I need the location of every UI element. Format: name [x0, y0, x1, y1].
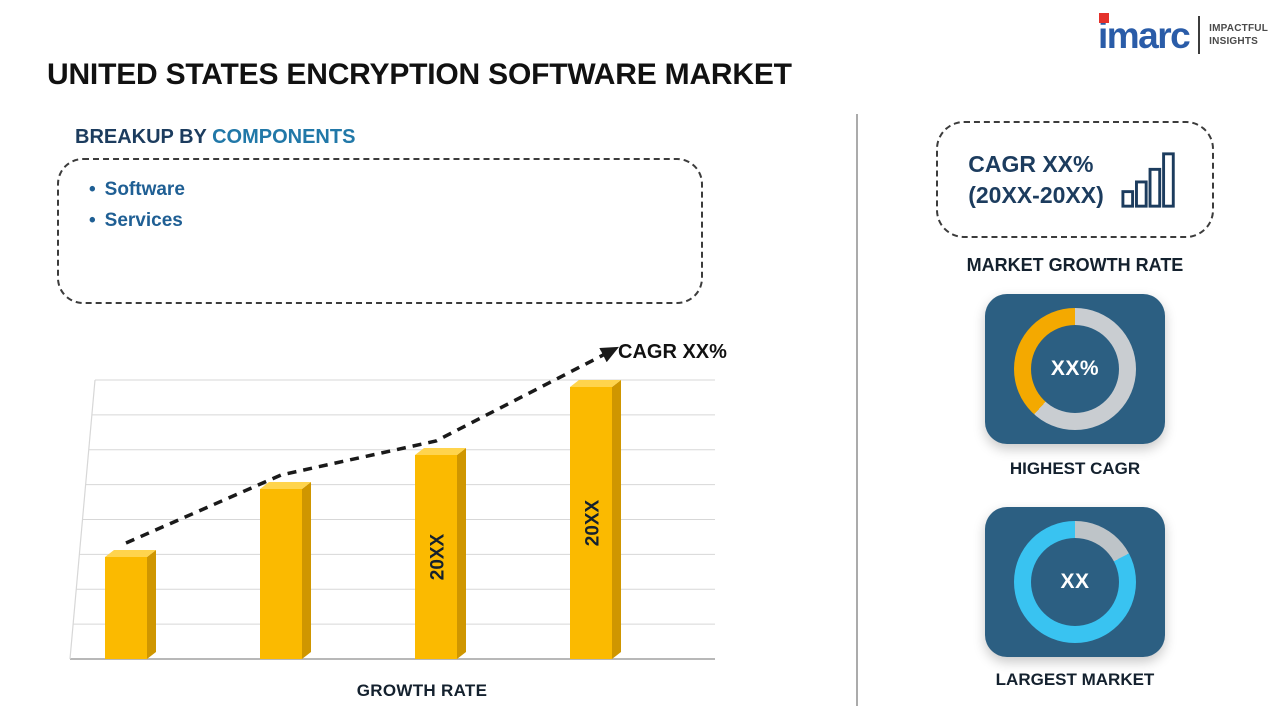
cagr-box-text: CAGR XX% (20XX-20XX)	[968, 149, 1104, 210]
cagr-trend-label: CAGR XX%	[618, 341, 727, 363]
largest-market-value: XX	[1060, 570, 1090, 593]
donut-hole	[1031, 325, 1119, 413]
components-box: Software Services	[57, 158, 703, 304]
cagr-box-line1: CAGR XX%	[968, 151, 1094, 178]
cagr-box-line2: (20XX-20XX)	[968, 181, 1104, 208]
breakup-heading-prefix: BREAKUP BY	[75, 126, 207, 148]
donut-hole	[1031, 538, 1119, 626]
highest-cagr-donut: XX%	[1014, 308, 1136, 430]
chart-x-axis-label: GROWTH RATE	[356, 681, 488, 700]
svg-text:20XX: 20XX	[583, 499, 604, 546]
chart-trend-arrow	[125, 346, 620, 545]
logo-tagline: IMPACTFUL INSIGHTS	[1209, 22, 1268, 49]
logo-tagline-line1: IMPACTFUL	[1209, 22, 1268, 34]
highest-cagr-card: XX%	[985, 294, 1165, 444]
breakup-heading-highlight: COMPONENTS	[212, 126, 356, 148]
cagr-box: CAGR XX% (20XX-20XX)	[936, 121, 1214, 238]
component-item-software: Software	[89, 174, 701, 205]
logo-tagline-line2: INSIGHTS	[1209, 36, 1258, 47]
largest-market-donut: XX	[1014, 521, 1136, 643]
vertical-divider	[856, 114, 858, 706]
largest-market-label: LARGEST MARKET	[995, 670, 1155, 689]
logo-red-flag-icon	[1098, 12, 1109, 23]
growth-bar-chart: 20XX 20XX	[69, 346, 715, 660]
largest-market-card: XX	[985, 507, 1165, 657]
market-growth-rate-label: MARKET GROWTH RATE	[966, 255, 1184, 275]
breakup-heading: BREAKUP BY COMPONENTS	[75, 126, 355, 149]
component-item-services: Services	[89, 205, 701, 236]
chart-bars: 20XX 20XX	[105, 380, 621, 659]
imarc-logo-text: imarc	[1097, 12, 1191, 56]
logo-divider	[1198, 16, 1201, 54]
page-title: UNITED STATES ENCRYPTION SOFTWARE MARKET	[47, 58, 792, 91]
imarc-logo: imarc IMPACTFUL INSIGHTS	[1097, 12, 1268, 56]
logo-brand-word: imarc	[1097, 14, 1191, 56]
svg-text:20XX: 20XX	[428, 533, 449, 580]
bar-chart-icon	[1121, 151, 1175, 208]
components-list: Software Services	[89, 174, 701, 236]
highest-cagr-label: HIGHEST CAGR	[1009, 459, 1141, 478]
highest-cagr-value: XX%	[1050, 357, 1100, 380]
